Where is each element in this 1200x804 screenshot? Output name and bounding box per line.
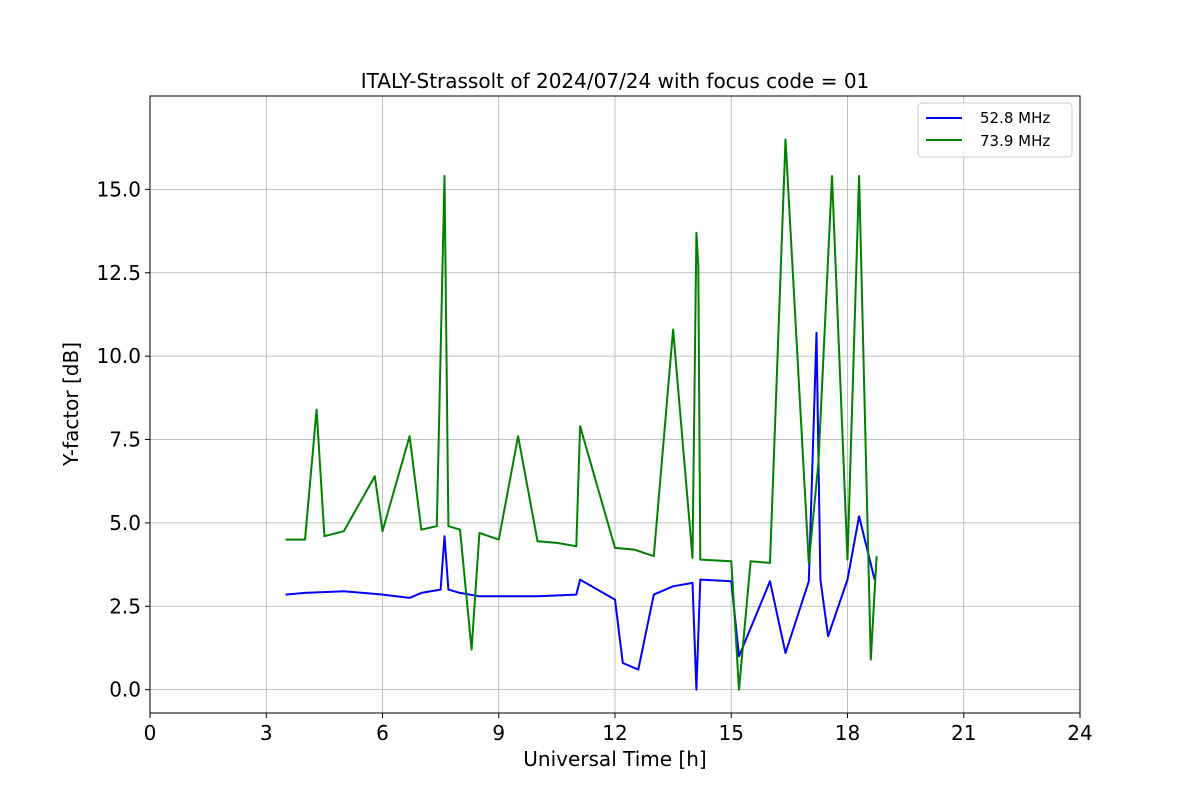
- legend-label-73-9: 73.9 MHz: [980, 132, 1050, 150]
- x-tick-label: 6: [376, 721, 389, 745]
- plot-area: 0 3 6 9 12 15 18 21 24 0.0 2.5 5.0 7.5 10.0 12.5 15.0: [96, 95, 1093, 745]
- ticks: 0 3 6 9 12 15 18 21 24 0.0 2.5 5.0 7.5 10.0 12.5 15.0: [96, 177, 1092, 745]
- x-tick-label: 0: [144, 721, 157, 745]
- chart-title: ITALY-Strassolt of 2024/07/24 with focus…: [361, 69, 870, 93]
- x-tick-label: 3: [260, 721, 273, 745]
- series-line-1: [285, 138, 878, 691]
- y-axis-label: Y-factor [dB]: [59, 342, 83, 467]
- y-tick-label: 7.5: [109, 428, 141, 452]
- y-tick-label: 10.0: [96, 344, 141, 368]
- x-tick-label: 9: [492, 721, 505, 745]
- x-tick-label: 24: [1067, 721, 1092, 745]
- legend-box: [917, 102, 1073, 158]
- legend-label-52-8: 52.8 MHz: [980, 109, 1050, 127]
- series-layer: [285, 138, 878, 691]
- x-tick-label: 21: [951, 721, 976, 745]
- y-tick-label: 12.5: [96, 261, 141, 285]
- series-line-0: [285, 331, 876, 691]
- y-tick-label: 0.0: [109, 678, 141, 702]
- y-tick-label: 5.0: [109, 511, 141, 535]
- x-tick-label: 15: [719, 721, 744, 745]
- y-tick-label: 2.5: [109, 594, 141, 618]
- legend: 52.8 MHz 73.9 MHz: [917, 102, 1073, 158]
- x-tick-label: 12: [602, 721, 627, 745]
- x-axis-label: Universal Time [h]: [523, 747, 706, 771]
- x-tick-label: 18: [835, 721, 860, 745]
- y-tick-label: 15.0: [96, 177, 141, 201]
